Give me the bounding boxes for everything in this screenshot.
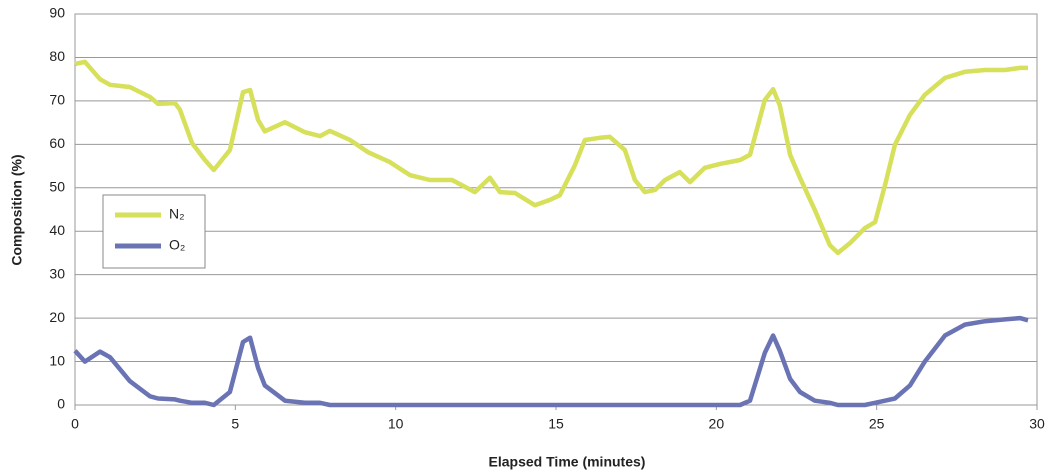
x-tick-label: 0 (71, 416, 79, 432)
y-tick-label: 40 (49, 222, 65, 238)
y-tick-label: 50 (49, 178, 65, 194)
x-tick-label: 30 (1029, 416, 1045, 432)
y-tick-label: 90 (49, 5, 65, 21)
legend-label: N₂ (169, 206, 185, 222)
x-tick-label: 20 (709, 416, 725, 432)
y-tick-label: 0 (57, 396, 65, 412)
y-tick-label: 70 (49, 92, 65, 108)
x-tick-label: 25 (869, 416, 885, 432)
y-axis-title: Composition (%) (9, 154, 25, 265)
y-tick-label: 20 (49, 309, 65, 325)
x-tick-label: 10 (388, 416, 404, 432)
x-axis-title: Elapsed Time (minutes) (489, 454, 646, 470)
legend-box (102, 194, 206, 269)
y-tick-label: 80 (49, 48, 65, 64)
x-tick-label: 15 (548, 416, 564, 432)
x-tick-label: 5 (231, 416, 239, 432)
plot-area (74, 13, 1038, 406)
y-tick-label: 30 (49, 265, 65, 281)
y-tick-label: 10 (49, 352, 65, 368)
series-line (74, 59, 1028, 256)
y-tick-label: 60 (49, 135, 65, 151)
series-line (73, 315, 1029, 408)
legend-label: O₂ (169, 237, 185, 253)
